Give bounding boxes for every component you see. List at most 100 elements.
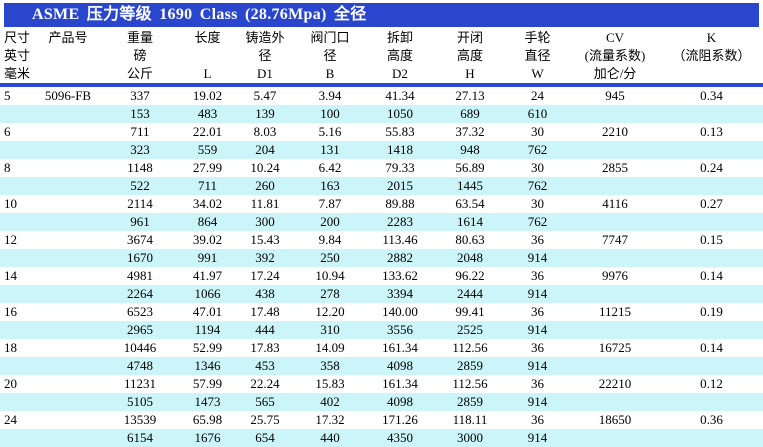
- table-row: 2965 1194 444 310 3556 2525 914: [0, 321, 763, 339]
- table-cell: 25.75: [250, 412, 280, 427]
- table-cell: 0.19: [700, 304, 723, 319]
- table-cell: 65.98: [192, 412, 223, 427]
- table-cell: [660, 285, 763, 303]
- column-header-line: 高度: [456, 48, 483, 63]
- table-cell: 140.00: [382, 304, 418, 319]
- table-cell: 12.20: [315, 304, 345, 319]
- table-cell: 2859: [457, 394, 483, 409]
- column-header-k: K （流阻系数）: [660, 27, 763, 87]
- table-cell: [36, 105, 100, 123]
- column-header-line: 手轮: [524, 30, 551, 45]
- table-cell: 34.02: [192, 196, 223, 211]
- table-cell: 36: [531, 340, 544, 355]
- table-cell: [660, 357, 763, 375]
- table-cell: 41.34: [385, 88, 415, 103]
- table-cell: 1418: [387, 142, 413, 157]
- table-row: 14 4981 41.97 17.24 10.94 133.62 96.22 36 9976 0.…: [0, 267, 763, 285]
- table-cell: 11231: [123, 376, 157, 391]
- table-cell: [660, 177, 763, 195]
- table-cell: 139: [255, 106, 275, 121]
- table-row: 8 1148 27.99 10.24 6.42 79.33 56.89 30 2855 0.24: [0, 159, 763, 177]
- table-cell: 610: [527, 106, 548, 121]
- table-cell: 112.56: [452, 340, 488, 355]
- table-cell: [36, 231, 100, 249]
- table-cell: 13539: [123, 412, 157, 427]
- table-cell: 17.24: [250, 268, 280, 283]
- table-cell: 559: [197, 142, 218, 157]
- table-cell: 440: [320, 430, 340, 445]
- table-cell: 11.81: [250, 196, 280, 211]
- table-cell: [570, 393, 660, 411]
- table-cell: 30: [531, 124, 544, 139]
- table-cell: 4098: [387, 394, 413, 409]
- table-cell: 250: [320, 250, 340, 265]
- column-header-line: 铸造外: [245, 30, 285, 45]
- table-title-bar: ASME 压力等级 1690 Class (28.76Mpa) 全径: [4, 3, 759, 27]
- table-cell: 55.83: [385, 124, 415, 139]
- table-cell: [660, 393, 763, 411]
- table-cell: 1066: [194, 286, 221, 301]
- table-cell: 100: [320, 106, 340, 121]
- column-header-cv: CV (流量系数) 加仑/分: [570, 27, 660, 87]
- table-cell: 18: [4, 340, 17, 355]
- table-cell: [0, 285, 36, 303]
- table-cell: 11215: [598, 304, 632, 319]
- column-header-cast-outer-dia: 铸造外径 D1: [235, 27, 295, 87]
- table-cell: [36, 213, 100, 231]
- table-cell: 0.14: [700, 340, 723, 355]
- column-header-product-no: 产品号: [36, 27, 100, 87]
- column-header-line: L: [203, 66, 212, 81]
- table-row: 153 483 139 100 1050 689 610: [0, 105, 763, 123]
- column-header-size: 尺寸 英寸 毫米: [0, 27, 36, 87]
- table-cell: 323: [130, 142, 150, 157]
- table-cell: 113.46: [382, 232, 418, 247]
- table-row: 6154 1676 654 440 4350 3000 914: [0, 429, 763, 447]
- table-cell: [0, 177, 36, 195]
- table-cell: 16: [4, 304, 17, 319]
- table-cell: 337: [130, 88, 150, 103]
- table-cell: [570, 213, 660, 231]
- table-cell: 310: [320, 322, 340, 337]
- table-cell: [36, 123, 100, 141]
- table-cell: 22.01: [192, 124, 223, 139]
- table-cell: 0.14: [700, 268, 723, 283]
- valve-spec-table: 尺寸 英寸 毫米 产品号 重量磅公斤 长度 L 铸造外径 D1 阀门口径 B 拆卸 高度 D2 开闭 高度 H 手…: [0, 27, 763, 447]
- table-cell: 453: [255, 358, 275, 373]
- table-cell: 131: [320, 142, 340, 157]
- table-cell: 565: [255, 394, 275, 409]
- table-row: 522 711 260 163 2015 1445 762: [0, 177, 763, 195]
- table-cell: [660, 249, 763, 267]
- table-cell: 945: [605, 88, 625, 103]
- table-row: 12 3674 39.02 15.43 9.84 113.46 80.63 36 7747 0.1…: [0, 231, 763, 249]
- table-row: 2264 1066 438 278 3394 2444 914: [0, 285, 763, 303]
- table-cell: 1148: [127, 160, 153, 175]
- table-cell: 17.32: [315, 412, 345, 427]
- table-cell: 0.27: [700, 196, 723, 211]
- table-cell: [660, 141, 763, 159]
- table-cell: 5.47: [253, 88, 277, 103]
- table-cell: [36, 321, 100, 339]
- table-cell: [0, 249, 36, 267]
- table-cell: [36, 267, 100, 285]
- table-cell: 444: [255, 322, 275, 337]
- table-cell: 36: [531, 304, 544, 319]
- table-cell: 762: [527, 214, 548, 229]
- column-header-line: 英寸: [4, 48, 31, 63]
- column-header-open-close-height: 开闭 高度 H: [435, 27, 505, 87]
- table-cell: 47.01: [192, 304, 223, 319]
- table-cell: 24: [4, 412, 17, 427]
- table-cell: [36, 285, 100, 303]
- table-cell: 438: [255, 286, 275, 301]
- table-cell: 864: [197, 214, 218, 229]
- column-header-line: 产品号: [48, 30, 88, 45]
- column-header-line: (流量系数): [584, 48, 646, 63]
- table-cell: 6: [4, 124, 11, 139]
- table-cell: 89.88: [385, 196, 415, 211]
- column-header-line: 公斤: [126, 66, 153, 81]
- column-header-line: D1: [257, 66, 273, 81]
- column-header-line: D2: [392, 66, 408, 81]
- table-cell: 260: [255, 178, 275, 193]
- column-header-line: 加仑/分: [593, 66, 637, 81]
- table-cell: [36, 411, 100, 429]
- table-cell: 0.36: [700, 412, 723, 427]
